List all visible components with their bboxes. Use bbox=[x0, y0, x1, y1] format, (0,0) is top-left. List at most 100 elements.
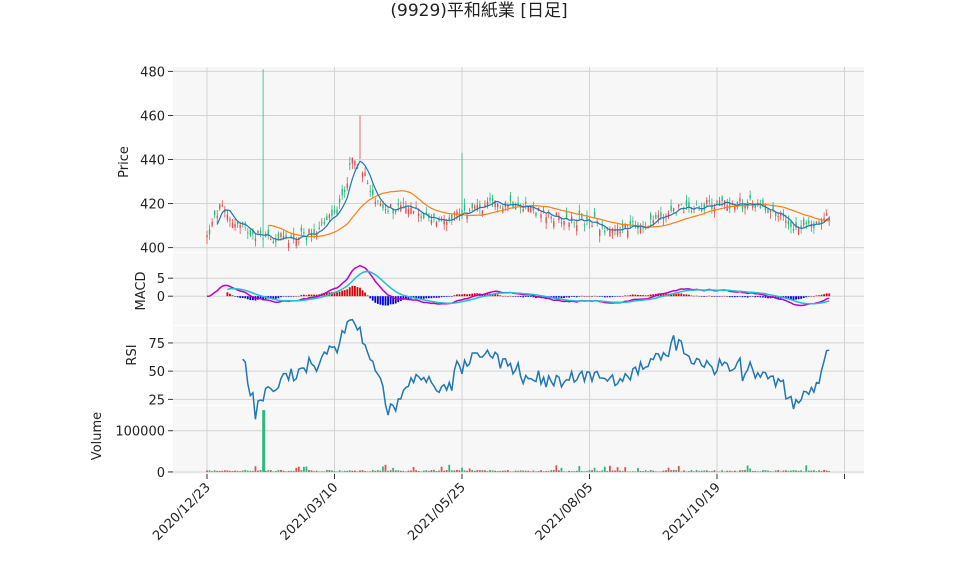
candle-body bbox=[275, 238, 277, 243]
candle-body bbox=[553, 221, 555, 228]
volume-bar bbox=[565, 471, 568, 472]
candle-body bbox=[599, 229, 601, 236]
volume-bar bbox=[499, 470, 502, 472]
macd-hist-bar bbox=[690, 295, 693, 297]
macd-hist-bar bbox=[494, 293, 497, 297]
volume-bar bbox=[825, 470, 828, 472]
macd-hist-bar bbox=[792, 296, 795, 300]
volume-bar bbox=[711, 471, 713, 472]
volume-bar bbox=[675, 470, 678, 472]
volume-bar bbox=[631, 471, 634, 472]
volume-bar bbox=[547, 471, 550, 472]
macd-hist-bar bbox=[736, 296, 739, 298]
candle-body bbox=[777, 216, 779, 217]
macd-hist-bar bbox=[433, 296, 435, 298]
macd-hist-bar bbox=[649, 294, 652, 297]
macd-hist-bar bbox=[262, 296, 264, 300]
candle-body bbox=[731, 204, 733, 206]
candle-body bbox=[762, 199, 764, 207]
indicator-lines bbox=[206, 160, 830, 420]
macd-hist-bar bbox=[287, 296, 290, 297]
candle-body bbox=[300, 227, 303, 232]
volume-bar bbox=[580, 471, 583, 472]
volume-bar bbox=[410, 470, 412, 472]
macd-hist-bar bbox=[297, 295, 300, 297]
volume-bar bbox=[359, 470, 361, 472]
volume-bar bbox=[700, 470, 703, 472]
candle-body bbox=[231, 223, 234, 229]
volume-bar bbox=[677, 465, 680, 472]
macd-hist-bar bbox=[820, 294, 823, 297]
volume-bar bbox=[741, 470, 744, 472]
volume-bar bbox=[468, 468, 471, 472]
candle-body bbox=[326, 216, 328, 220]
candle-body bbox=[305, 238, 308, 241]
macd-hist-bar bbox=[754, 296, 757, 298]
candle-body bbox=[344, 189, 346, 192]
volume-bar bbox=[575, 470, 578, 472]
candle-body bbox=[208, 229, 211, 235]
volume-bar bbox=[463, 470, 466, 472]
rsi-line bbox=[242, 318, 830, 420]
volume-bar bbox=[287, 470, 290, 472]
volume-bar bbox=[665, 470, 667, 472]
candle-body bbox=[389, 204, 392, 208]
price-axis-label: Price bbox=[117, 146, 132, 178]
candle-body bbox=[660, 212, 662, 217]
volume-bar bbox=[815, 471, 818, 472]
macd-hist-bar bbox=[810, 296, 813, 297]
volume-bar bbox=[382, 466, 384, 472]
candle-body bbox=[242, 221, 244, 224]
volume-bar bbox=[705, 470, 708, 472]
macd-hist-bar bbox=[825, 293, 828, 297]
volume-bar bbox=[422, 470, 425, 472]
candle-body bbox=[560, 222, 563, 224]
volume-bar bbox=[698, 471, 701, 472]
macd-hist-bar bbox=[415, 296, 417, 298]
volume-bar bbox=[649, 469, 652, 472]
volume-bar bbox=[494, 470, 497, 472]
macd-hist-bar bbox=[555, 296, 558, 298]
macd-hist-bar bbox=[448, 296, 451, 297]
volume-bar bbox=[810, 470, 813, 472]
volume-bar bbox=[394, 470, 397, 472]
volume-bar bbox=[731, 471, 734, 472]
macd-hist-bar bbox=[744, 296, 746, 298]
candle-body bbox=[627, 230, 629, 237]
macd-hist-bar bbox=[698, 295, 701, 297]
volume-bar bbox=[257, 470, 259, 472]
volume-bar bbox=[529, 471, 532, 472]
macd-hist-bar bbox=[631, 294, 634, 297]
candle-body bbox=[277, 233, 280, 240]
macd-hist-bar bbox=[274, 296, 277, 299]
volume-bar bbox=[769, 471, 772, 472]
candle-body bbox=[678, 204, 680, 207]
volume-bar bbox=[596, 470, 599, 472]
candle-body bbox=[514, 207, 517, 210]
volume-bar bbox=[749, 468, 752, 472]
volume-bar bbox=[611, 470, 614, 472]
candle-body bbox=[604, 230, 606, 233]
macd-hist-bar bbox=[660, 293, 662, 297]
macd-hist-bar bbox=[606, 296, 609, 298]
candle-body bbox=[785, 220, 787, 223]
candle-body bbox=[769, 211, 772, 212]
volume-bar bbox=[351, 470, 354, 472]
volume-bar bbox=[746, 465, 749, 472]
candle-body bbox=[361, 172, 364, 178]
macd-hist-bar bbox=[703, 296, 706, 297]
candle-body bbox=[522, 209, 524, 212]
macd-hist-bar bbox=[532, 296, 535, 298]
macd-hist-bar bbox=[236, 296, 239, 298]
volume-bar bbox=[823, 469, 825, 472]
candle-body bbox=[412, 211, 415, 214]
rsi-axis-label: RSI bbox=[125, 344, 140, 365]
macd-hist-bar bbox=[588, 296, 591, 297]
candle-body bbox=[540, 214, 542, 219]
candle-body bbox=[787, 220, 790, 225]
macd-hist-bar bbox=[295, 296, 298, 297]
candle-body bbox=[257, 230, 259, 233]
candle-body bbox=[565, 211, 568, 218]
candle-body bbox=[726, 205, 728, 211]
volume-bar bbox=[392, 467, 395, 472]
